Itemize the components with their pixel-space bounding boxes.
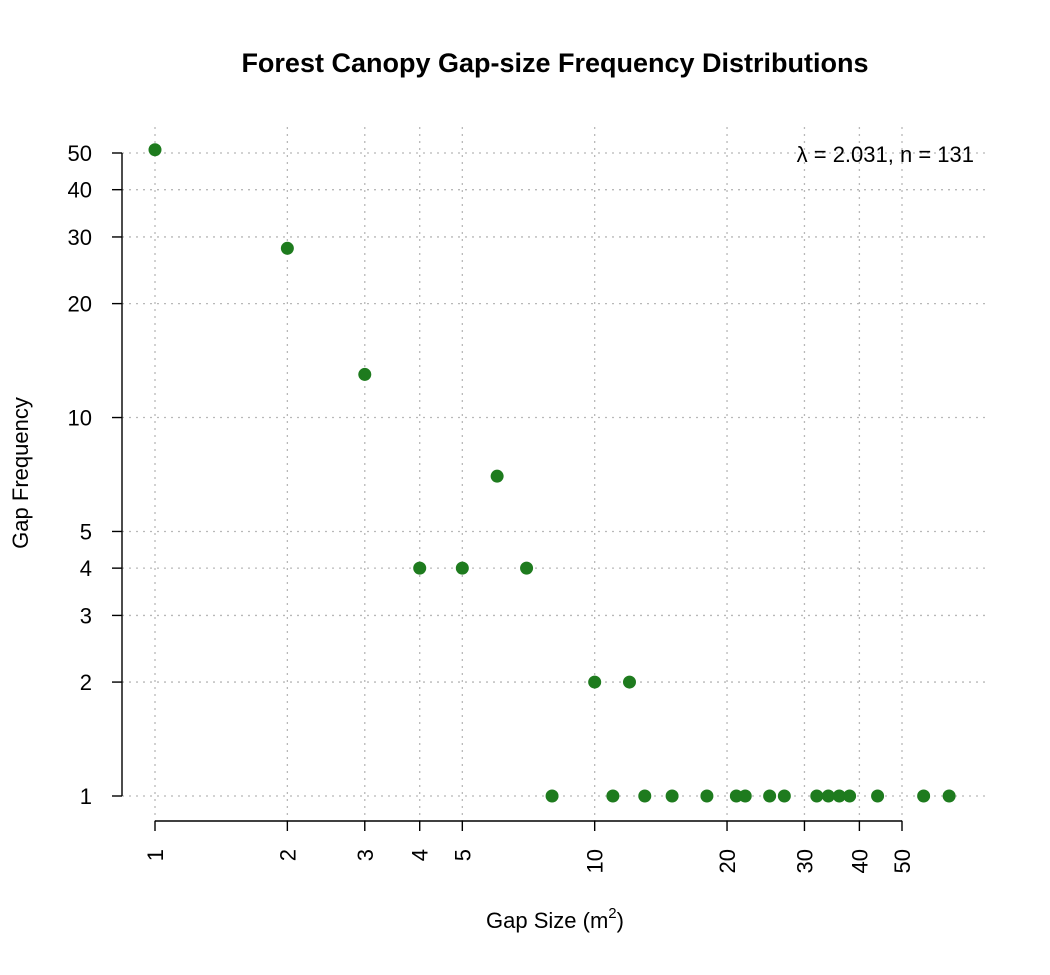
data-point bbox=[455, 561, 469, 575]
y-tick-label: 2 bbox=[80, 670, 92, 695]
data-point bbox=[638, 789, 652, 803]
data-point bbox=[665, 789, 679, 803]
y-tick-label: 20 bbox=[68, 292, 92, 317]
x-tick-label: 40 bbox=[847, 849, 872, 873]
x-tick-label: 5 bbox=[450, 849, 475, 861]
data-point bbox=[777, 789, 791, 803]
y-tick-label: 30 bbox=[68, 225, 92, 250]
x-tick-label: 10 bbox=[583, 849, 608, 873]
data-point bbox=[606, 789, 620, 803]
data-point bbox=[738, 789, 752, 803]
x-tick-label: 50 bbox=[890, 849, 915, 873]
data-point bbox=[545, 789, 559, 803]
data-point bbox=[763, 789, 777, 803]
data-point bbox=[843, 789, 857, 803]
grid bbox=[122, 127, 985, 821]
fit-annotation: λ = 2.031, n = 131 bbox=[797, 142, 974, 167]
y-tick-label: 5 bbox=[80, 519, 92, 544]
y-tick-label: 3 bbox=[80, 603, 92, 628]
y-tick-label: 4 bbox=[80, 556, 92, 581]
data-point bbox=[413, 561, 427, 575]
data-point bbox=[358, 367, 372, 381]
data-point bbox=[942, 789, 956, 803]
data-point bbox=[917, 789, 931, 803]
data-point bbox=[148, 143, 162, 157]
data-point bbox=[871, 789, 885, 803]
data-point bbox=[700, 789, 714, 803]
x-tick-label: 3 bbox=[353, 849, 378, 861]
y-tick-label: 1 bbox=[80, 784, 92, 809]
x-tick-label: 1 bbox=[143, 849, 168, 861]
data-point bbox=[729, 789, 743, 803]
data-points bbox=[148, 143, 956, 803]
y-axis-label: Gap Frequency bbox=[8, 397, 33, 549]
data-point bbox=[821, 789, 835, 803]
data-point bbox=[520, 561, 534, 575]
data-point bbox=[280, 241, 294, 255]
x-axis-label-superscript: 2 bbox=[608, 905, 616, 922]
x-axis-label: Gap Size (m2) bbox=[486, 905, 624, 933]
y-tick-label: 40 bbox=[68, 178, 92, 203]
data-point bbox=[490, 469, 504, 483]
chart-title: Forest Canopy Gap-size Frequency Distrib… bbox=[241, 48, 868, 78]
y-tick-label: 50 bbox=[68, 141, 92, 166]
x-axis-label-base: Gap Size (m bbox=[486, 908, 608, 933]
y-tick-label: 10 bbox=[68, 406, 92, 431]
axes: 1 2 3 4 5 10 20 30 40 50 1 2 3 4 5 10 20 30 40 50 bbox=[68, 141, 915, 873]
x-tick-label: 4 bbox=[408, 849, 433, 861]
data-point bbox=[622, 675, 636, 689]
x-tick-label: 30 bbox=[792, 849, 817, 873]
x-tick-label: 2 bbox=[275, 849, 300, 861]
data-point bbox=[832, 789, 846, 803]
x-tick-label: 20 bbox=[715, 849, 740, 873]
data-point bbox=[588, 675, 602, 689]
x-axis-label-tail: ) bbox=[617, 908, 624, 933]
data-point bbox=[810, 789, 824, 803]
